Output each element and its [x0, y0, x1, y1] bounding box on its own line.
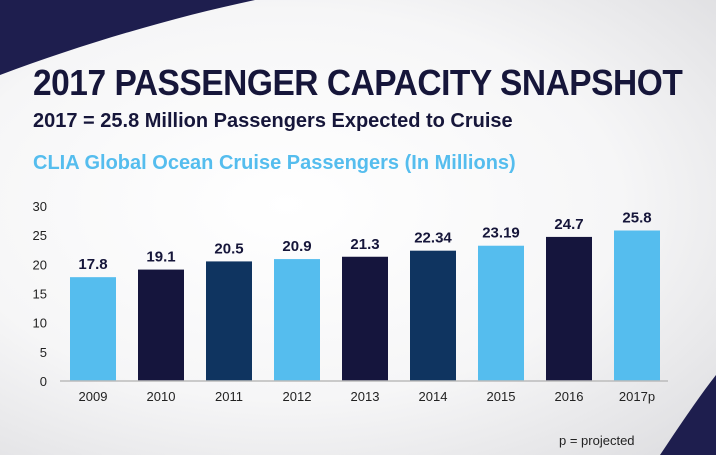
bar-2010 — [138, 269, 184, 381]
bar-2011 — [206, 261, 252, 381]
x-axis: 2009 2010 2011 2012 2013 2014 2015 2016 2017p — [79, 389, 656, 404]
y-axis: 0 5 10 15 20 25 30 — [33, 199, 47, 389]
x-tick-label: 2009 — [79, 389, 108, 404]
y-tick-label: 20 — [33, 257, 47, 272]
top-left-swoosh — [0, 0, 255, 75]
y-tick-label: 10 — [33, 316, 47, 331]
chart-title: CLIA Global Ocean Cruise Passengers (In … — [33, 152, 516, 174]
bar-2015 — [478, 245, 524, 381]
data-label: 17.8 — [78, 256, 107, 273]
page-title: 2017 PASSENGER CAPACITY SNAPSHOT — [33, 62, 683, 103]
bar-2016 — [546, 236, 592, 381]
y-tick-label: 30 — [33, 199, 47, 214]
data-label: 25.8 — [622, 210, 651, 227]
y-tick-label: 0 — [40, 374, 47, 389]
x-tick-label: 2011 — [215, 389, 243, 404]
y-tick-label: 5 — [40, 345, 47, 360]
bar-2009 — [70, 277, 116, 381]
data-label: 20.9 — [282, 238, 311, 255]
bottom-right-swoosh — [660, 375, 716, 455]
x-tick-label: 2010 — [147, 389, 176, 404]
x-tick-label: 2016 — [555, 389, 584, 404]
data-label: 24.7 — [554, 216, 583, 233]
x-tick-label: 2017p — [619, 389, 655, 404]
x-tick-label: 2014 — [419, 389, 448, 404]
page-subtitle: 2017 = 25.8 Million Passengers Expected … — [33, 110, 513, 132]
footnote: p = projected — [559, 433, 635, 448]
x-tick-label: 2015 — [487, 389, 516, 404]
data-label: 23.19 — [482, 225, 520, 242]
bar-2012 — [274, 259, 320, 381]
bar-2017p — [614, 230, 660, 381]
bars: 17.8 19.1 20.5 20.9 21.3 22.34 23.19 24.7 25.8 — [70, 210, 660, 381]
y-tick-label: 25 — [33, 228, 47, 243]
y-tick-label: 15 — [33, 287, 47, 302]
data-label: 21.3 — [350, 236, 379, 253]
x-tick-label: 2012 — [283, 389, 312, 404]
data-label: 19.1 — [146, 249, 175, 266]
x-tick-label: 2013 — [351, 389, 380, 404]
bar-2013 — [342, 256, 388, 381]
bar-2014 — [410, 250, 456, 381]
data-label: 20.5 — [214, 240, 243, 257]
data-label: 22.34 — [414, 230, 452, 247]
